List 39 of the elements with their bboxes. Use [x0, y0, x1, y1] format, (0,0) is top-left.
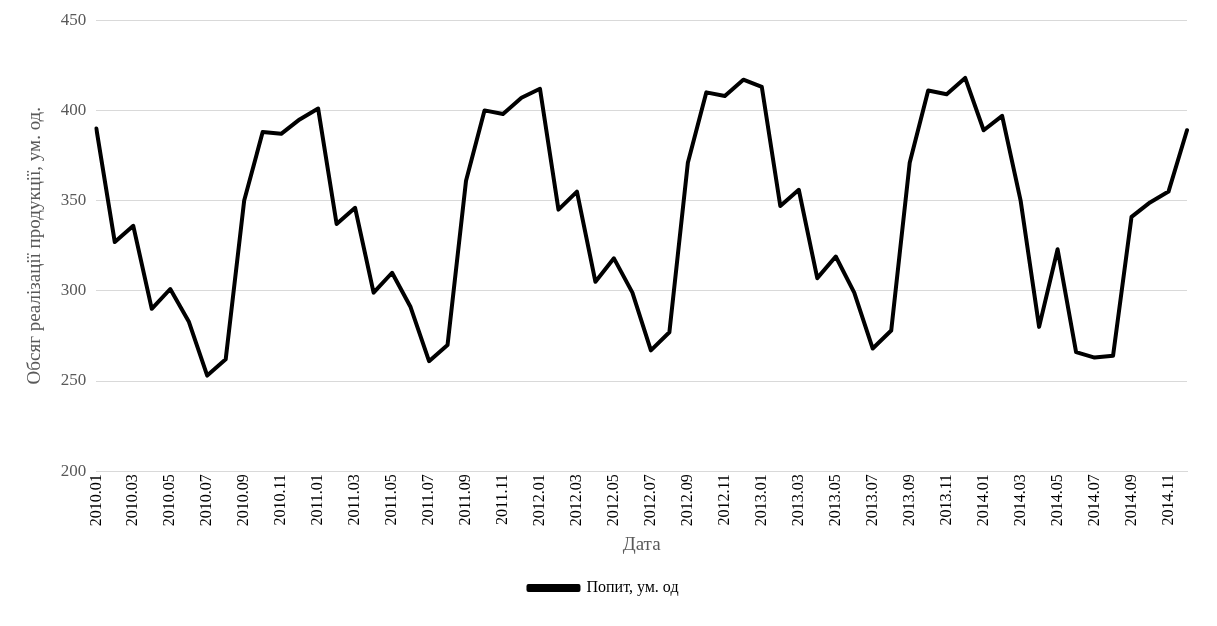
x-tick-label: 2014.03: [1010, 474, 1028, 527]
x-tick-label: 2010.11: [271, 474, 289, 526]
x-tick-label: 2012.05: [604, 474, 622, 527]
x-tick-label: 2010.01: [86, 474, 104, 527]
x-tick-label: 2012.03: [567, 474, 585, 527]
x-tick-label: 2013.01: [752, 474, 770, 527]
x-tick-label: 2013.03: [788, 474, 806, 527]
x-tick-label: 2012.09: [678, 474, 696, 527]
legend-label: Попит, ум. од: [586, 578, 679, 597]
x-tick-label: 2011.05: [382, 474, 400, 526]
x-tick-label: 2012.01: [530, 474, 548, 527]
x-tick-label: 2014.01: [973, 474, 991, 527]
x-tick-label: 2013.07: [862, 474, 880, 527]
y-axis-title: Обсяг реалізації продукції, ум. од.: [23, 106, 45, 385]
x-tick-label: 2011.07: [419, 474, 437, 526]
y-tick-label: 350: [60, 190, 87, 210]
x-tick-label: 2011.11: [493, 474, 511, 526]
x-tick-label: 2014.11: [1158, 474, 1176, 526]
x-tick-label: 2010.03: [123, 474, 141, 527]
y-tick-label: 250: [60, 370, 87, 390]
y-tick-label: 400: [60, 99, 87, 119]
y-tick-label: 450: [60, 9, 87, 29]
x-tick-label: 2011.09: [456, 474, 474, 526]
x-tick-label: 2013.11: [936, 474, 954, 526]
x-tick-label: 2014.07: [1084, 474, 1102, 527]
x-tick-label: 2011.01: [308, 474, 326, 526]
x-tick-label: 2010.05: [160, 474, 178, 527]
x-tick-label: 2010.09: [234, 474, 252, 527]
x-tick-label: 2012.11: [715, 474, 733, 526]
x-tick-label: 2014.05: [1047, 474, 1065, 527]
x-tick-label: 2013.05: [825, 474, 843, 527]
y-tick-label: 300: [60, 280, 87, 300]
x-tick-label: 2014.09: [1121, 474, 1139, 527]
x-tick-label: 2012.07: [641, 474, 659, 527]
y-tick-label: 200: [60, 460, 87, 480]
x-tick-label: 2013.09: [899, 474, 917, 527]
x-axis-title: Дата: [622, 532, 662, 554]
x-tick-label: 2011.03: [345, 474, 363, 526]
x-tick-label: 2010.07: [197, 474, 215, 527]
